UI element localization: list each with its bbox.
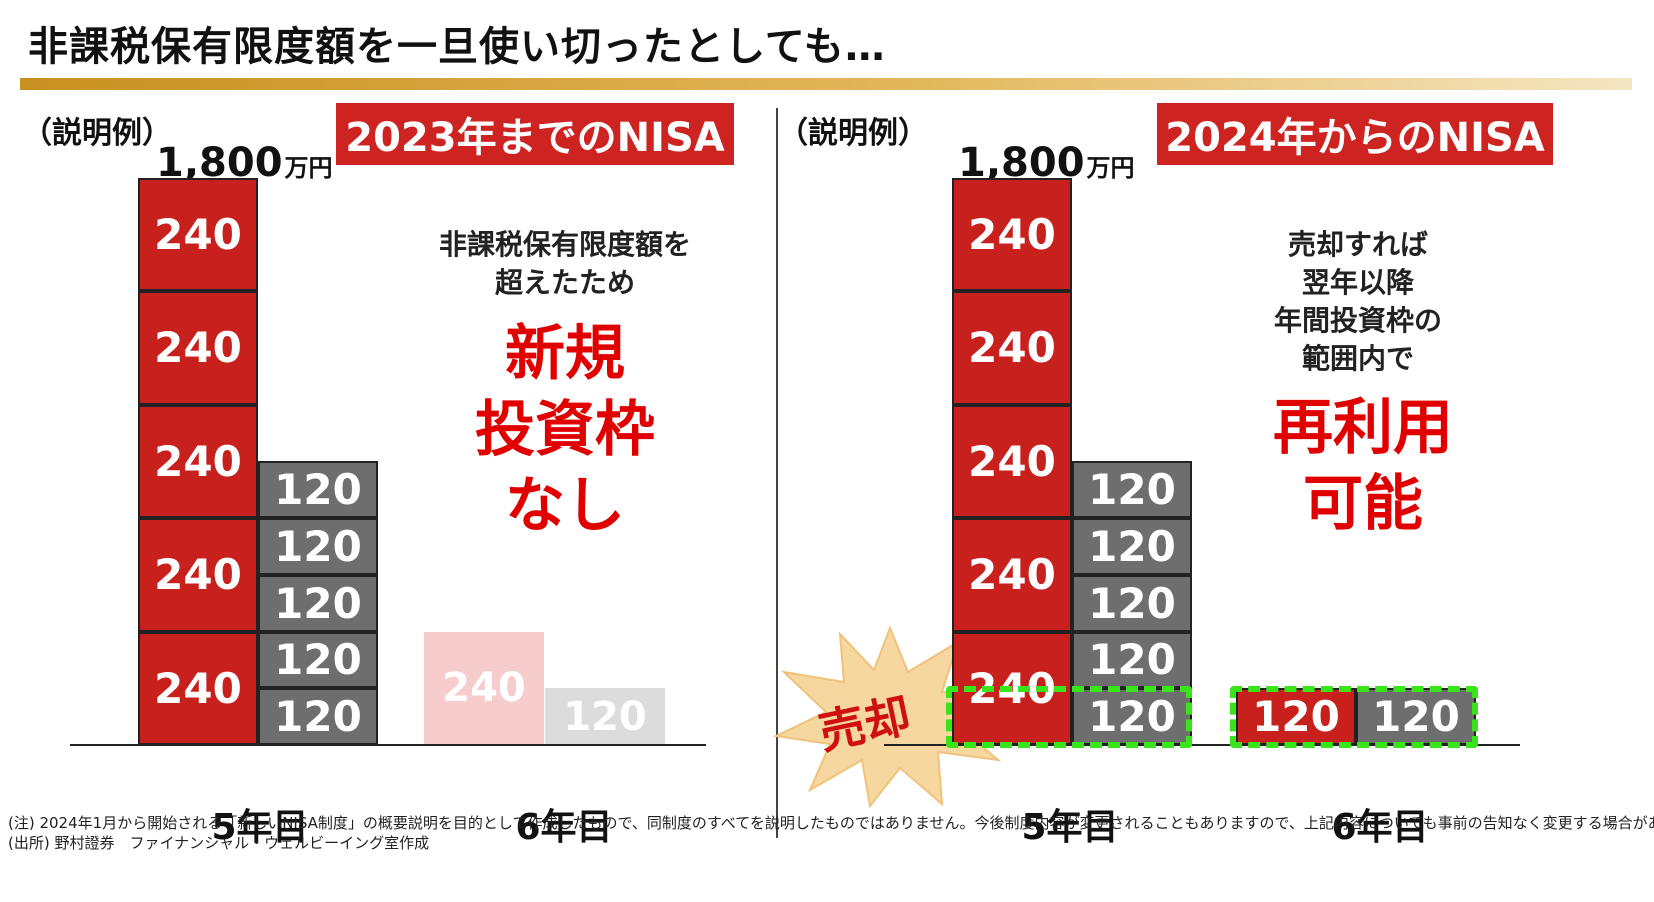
right-example-note: （説明例）: [778, 116, 928, 151]
right-message-line: 範囲内で: [1301, 342, 1414, 375]
bar-segment-red: 240: [138, 404, 258, 518]
left-message-big-line: 新規: [505, 319, 625, 389]
bar-segment-gray: 120: [258, 688, 378, 745]
bar-segment-faded-red: 240: [424, 631, 544, 745]
left-message-big-line: なし: [505, 471, 625, 541]
bar-segment-gray: 120: [1072, 688, 1192, 745]
left-x-axis: [70, 744, 706, 746]
bar-segment-faded-gray: 120: [545, 688, 665, 745]
bar-segment-red: 240: [138, 177, 258, 291]
right-total-unit: 万円: [1086, 154, 1135, 182]
right-message-big: 再利用 可能: [1218, 390, 1508, 542]
bar-segment-gray: 120: [258, 574, 378, 632]
left-message-big: 新規 投資枠 なし: [420, 316, 710, 544]
bar-segment-gray: 120: [258, 631, 378, 689]
bar-segment-gray: 120: [1072, 518, 1192, 575]
right-message-line: 売却すれば: [1287, 228, 1428, 261]
bar-segment-red: 240: [952, 404, 1072, 518]
left-xlabel-year5: 5年目: [211, 807, 309, 848]
footer-source: (出所) 野村證券 ファイナンシャル・ウェルビーイング室作成: [8, 834, 430, 852]
left-example-note: （説明例）: [22, 116, 172, 151]
bar-segment-gray: 120: [258, 518, 378, 575]
bar-segment-red: 240: [952, 291, 1072, 405]
left-message-line: 非課税保有限度額を: [438, 228, 691, 261]
bar-segment-gray: 120: [1072, 574, 1192, 632]
bar-segment-gray: 120: [258, 461, 378, 518]
right-message-big-line: 再利用: [1273, 393, 1453, 463]
title-underline: [20, 78, 1632, 90]
right-message-big-line: 可能: [1303, 469, 1423, 539]
panel-divider: [776, 108, 778, 838]
right-message-small: 売却すれば 翌年以降 年間投資枠の 範囲内で: [1208, 226, 1508, 378]
right-message-line: 翌年以降: [1301, 266, 1414, 299]
right-xlabel-year6: 6年目: [1331, 807, 1429, 848]
bar-segment-red: 240: [138, 518, 258, 632]
left-message-line: 超えたため: [494, 266, 635, 299]
left-message-big-line: 投資枠: [475, 395, 655, 465]
right-xlabel-year5: 5年目: [1021, 807, 1119, 848]
right-message-line: 年間投資枠の: [1273, 304, 1442, 337]
right-x-axis: [884, 744, 1520, 746]
right-nisa-badge: 2024年からのNISA: [1157, 103, 1553, 165]
left-total-unit: 万円: [284, 154, 333, 182]
reuse-highlight-year6: [1230, 686, 1478, 748]
bar-segment-gray: 120: [1072, 631, 1192, 689]
bar-segment-red: 240: [952, 177, 1072, 291]
page-title: 非課税保有限度額を一旦使い切ったとしても…: [28, 24, 886, 70]
bar-segment-red: 240: [952, 518, 1072, 632]
bar-segment-gray: 120: [1072, 461, 1192, 518]
left-xlabel-year6: 6年目: [515, 807, 613, 848]
footer-note: (注) 2024年1月から開始される「新しいNISA制度」の概要説明を目的として…: [8, 814, 1654, 832]
bar-segment-red: 240: [138, 631, 258, 745]
left-nisa-badge: 2023年までのNISA: [336, 103, 734, 165]
left-message-small: 非課税保有限度額を 超えたため: [400, 226, 730, 302]
sold-highlight-year5: [946, 686, 1192, 748]
bar-segment-red: 240: [138, 291, 258, 405]
